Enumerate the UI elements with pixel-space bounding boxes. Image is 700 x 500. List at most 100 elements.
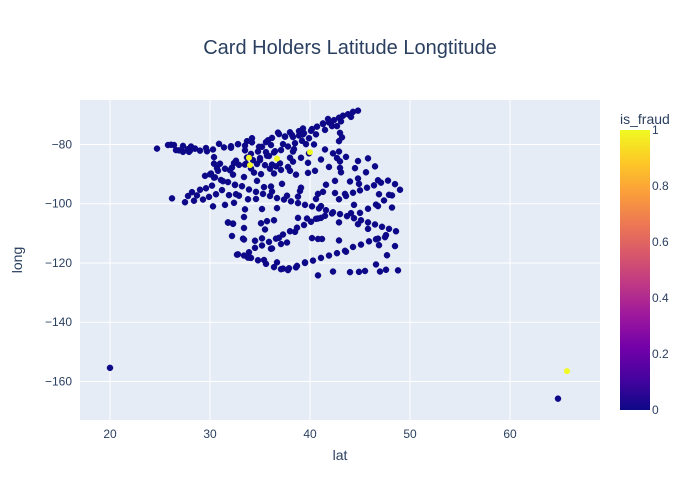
data-point bbox=[271, 148, 279, 155]
data-point bbox=[240, 213, 248, 221]
data-point bbox=[196, 186, 204, 194]
data-point bbox=[211, 174, 219, 181]
colorbar-ticks: 0 0.2 0.4 0.6 0.8 1 bbox=[652, 123, 669, 417]
data-point bbox=[291, 228, 299, 236]
data-point bbox=[230, 199, 238, 207]
data-point bbox=[252, 188, 260, 196]
data-point bbox=[336, 158, 344, 165]
data-point bbox=[270, 263, 278, 271]
data-point bbox=[342, 153, 350, 161]
y-tick-label: −100 bbox=[45, 197, 72, 211]
colorbar-tick-label: 0.6 bbox=[652, 235, 669, 249]
data-point bbox=[355, 268, 363, 276]
fraud-point bbox=[274, 155, 280, 162]
data-point bbox=[289, 133, 297, 141]
data-point bbox=[356, 209, 364, 217]
data-point bbox=[349, 189, 357, 196]
data-point bbox=[375, 190, 383, 198]
data-point bbox=[251, 244, 259, 252]
data-point bbox=[378, 223, 386, 231]
data-point bbox=[245, 249, 253, 256]
data-point bbox=[354, 175, 362, 182]
data-point bbox=[317, 214, 325, 222]
data-point bbox=[261, 226, 269, 233]
data-point bbox=[281, 133, 289, 140]
data-point bbox=[241, 147, 249, 154]
y-tick-label: −160 bbox=[45, 374, 72, 388]
data-point bbox=[337, 118, 345, 125]
data-point bbox=[294, 193, 302, 200]
colorbar-tick-label: 0.4 bbox=[652, 291, 669, 305]
data-point bbox=[270, 217, 278, 224]
data-point bbox=[258, 242, 266, 249]
data-point bbox=[262, 148, 270, 156]
data-point bbox=[299, 131, 307, 138]
data-point bbox=[309, 257, 317, 264]
data-point bbox=[228, 232, 236, 240]
fraud-point bbox=[246, 154, 252, 161]
data-point bbox=[210, 160, 218, 167]
data-point bbox=[215, 140, 223, 148]
data-point bbox=[279, 140, 287, 148]
data-point bbox=[364, 219, 372, 226]
data-point bbox=[302, 140, 310, 148]
data-points bbox=[106, 107, 570, 402]
data-point bbox=[251, 237, 259, 244]
data-point bbox=[268, 188, 276, 195]
data-point bbox=[311, 167, 319, 175]
data-point bbox=[321, 146, 329, 153]
data-point bbox=[304, 169, 312, 177]
data-point bbox=[268, 245, 276, 252]
data-point bbox=[364, 225, 372, 233]
data-point bbox=[396, 186, 404, 194]
y-axis-ticks: −80 −100 −120 −140 −160 bbox=[45, 137, 72, 388]
data-point bbox=[253, 177, 261, 185]
data-point bbox=[333, 249, 341, 257]
data-point bbox=[349, 243, 357, 251]
data-point bbox=[354, 220, 362, 228]
data-point bbox=[221, 201, 229, 209]
data-point bbox=[258, 205, 266, 213]
data-point bbox=[181, 198, 189, 206]
data-point bbox=[259, 190, 267, 198]
data-point bbox=[240, 236, 248, 243]
data-point bbox=[208, 182, 216, 189]
data-point bbox=[376, 268, 384, 275]
data-point bbox=[364, 205, 372, 212]
data-point bbox=[374, 202, 382, 210]
data-point bbox=[347, 209, 355, 217]
data-point bbox=[301, 259, 309, 266]
data-point bbox=[172, 146, 180, 154]
data-point bbox=[372, 261, 380, 268]
data-point bbox=[350, 201, 358, 209]
data-point bbox=[317, 202, 325, 210]
data-point bbox=[312, 195, 320, 203]
data-point bbox=[328, 210, 336, 217]
fraud-point bbox=[247, 162, 253, 169]
data-point bbox=[225, 191, 233, 199]
y-tick-label: −80 bbox=[52, 137, 73, 151]
data-point bbox=[184, 192, 192, 200]
x-tick-label: 50 bbox=[403, 427, 417, 441]
data-point bbox=[329, 150, 337, 157]
data-point bbox=[263, 217, 271, 225]
data-point bbox=[346, 178, 354, 185]
data-point bbox=[106, 364, 114, 372]
data-point bbox=[554, 395, 562, 402]
data-point bbox=[294, 214, 302, 222]
data-point bbox=[273, 194, 281, 202]
data-point bbox=[314, 272, 322, 279]
data-point bbox=[218, 186, 226, 194]
data-point bbox=[270, 170, 278, 177]
data-point bbox=[276, 160, 284, 167]
x-tick-label: 20 bbox=[103, 427, 117, 441]
data-point bbox=[354, 157, 362, 165]
data-point bbox=[240, 224, 248, 232]
data-point bbox=[261, 161, 269, 169]
data-point bbox=[260, 256, 268, 264]
data-point bbox=[277, 146, 285, 154]
data-point bbox=[274, 129, 282, 136]
data-point bbox=[243, 137, 251, 145]
data-point bbox=[277, 166, 285, 174]
data-point bbox=[297, 154, 305, 162]
